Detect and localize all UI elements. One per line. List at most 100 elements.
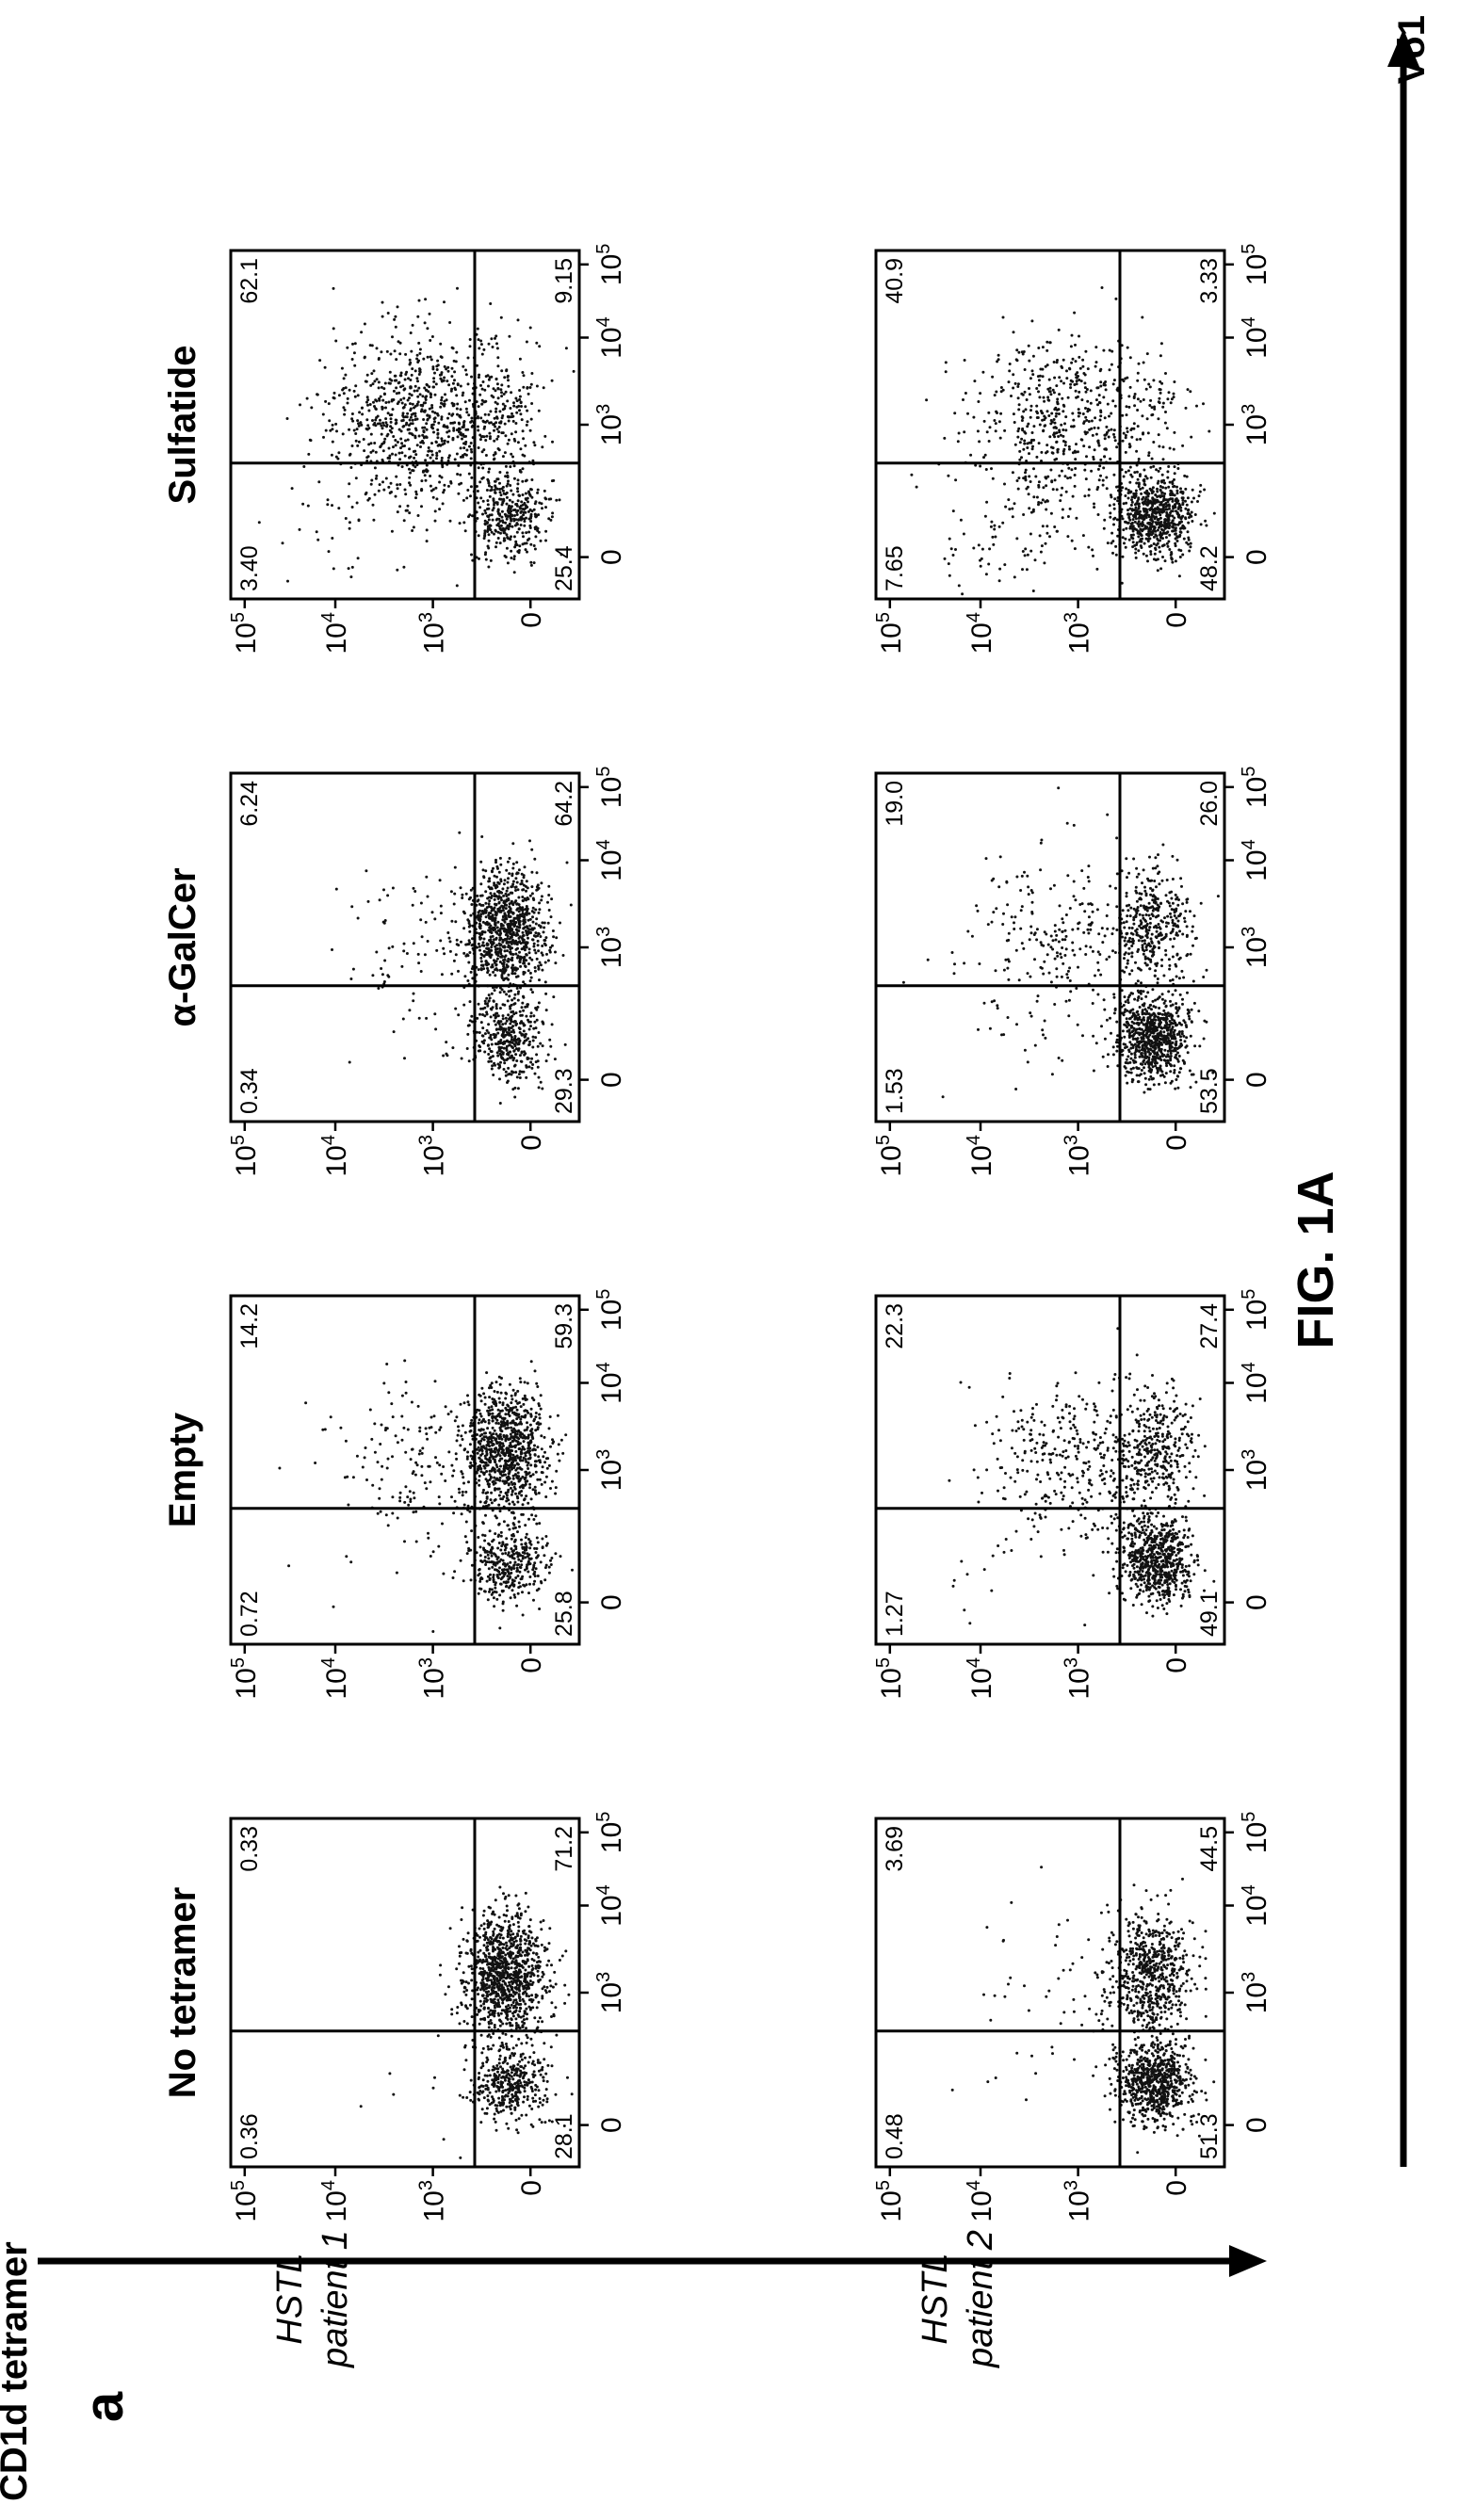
event-dot — [488, 885, 491, 888]
event-dot — [501, 1479, 504, 1482]
event-dot — [532, 2060, 535, 2063]
event-dot — [503, 1047, 506, 1050]
event-dot — [409, 472, 412, 475]
event-dot — [549, 1415, 552, 1418]
event-dot — [490, 935, 493, 938]
event-dot — [517, 1921, 520, 1924]
event-dot — [526, 930, 528, 933]
event-dot — [529, 1413, 532, 1415]
event-dot — [517, 2038, 520, 2041]
event-dot — [532, 1599, 535, 1602]
event-dot — [486, 1979, 489, 1982]
event-dot — [544, 961, 547, 964]
event-dot — [470, 889, 473, 892]
event-dot — [527, 1381, 529, 1384]
event-dot — [410, 331, 413, 334]
event-dot — [534, 1454, 537, 1457]
event-dot — [468, 951, 471, 954]
event-dot — [462, 1482, 465, 1485]
event-dot — [460, 941, 462, 944]
event-dot — [502, 1027, 505, 1030]
event-dot — [380, 1510, 382, 1513]
event-dot — [478, 1936, 481, 1939]
event-dot — [494, 1498, 497, 1501]
event-dot — [445, 1405, 447, 1408]
event-dot — [485, 1492, 488, 1494]
event-dot — [505, 1500, 508, 1503]
event-dot — [529, 988, 532, 991]
event-dot — [529, 2009, 532, 2011]
x-tick-label: 103 — [593, 927, 627, 969]
event-dot — [523, 1440, 526, 1443]
event-dot — [479, 1440, 482, 1443]
event-dot — [546, 2064, 549, 2067]
event-dot — [510, 1433, 512, 1436]
event-dot — [502, 1609, 505, 1612]
event-dot — [527, 897, 529, 900]
event-dot — [504, 2057, 507, 2060]
event-dot — [515, 1605, 518, 1607]
event-dot — [412, 403, 414, 406]
event-dot — [482, 1418, 485, 1421]
event-dot — [476, 517, 478, 520]
event-dot — [541, 1944, 543, 1947]
event-dot — [486, 943, 489, 945]
event-dot — [477, 1993, 479, 1995]
event-dot — [488, 912, 491, 914]
event-dot — [483, 950, 486, 953]
event-dot — [512, 1021, 515, 1024]
event-dot — [530, 1408, 533, 1411]
event-dot — [461, 438, 463, 441]
event-dot — [521, 531, 524, 534]
event-dot — [454, 920, 457, 923]
event-dot — [500, 1577, 503, 1580]
event-dot — [522, 888, 525, 891]
event-dot — [484, 890, 487, 893]
event-dot — [551, 1480, 554, 1483]
event-dot — [527, 1462, 530, 1464]
event-dot — [524, 1552, 527, 1555]
event-dot — [548, 1464, 551, 1467]
event-dot — [518, 1447, 521, 1450]
event-dot — [488, 1422, 491, 1425]
event-dot — [492, 1427, 494, 1430]
event-dot — [443, 484, 446, 487]
event-dot — [391, 398, 394, 401]
event-dot — [501, 1965, 504, 1968]
event-dot — [492, 1419, 494, 1422]
event-dot — [421, 935, 424, 938]
event-dot — [526, 1949, 528, 1952]
event-dot — [398, 1496, 401, 1499]
event-dot — [507, 1491, 510, 1494]
event-dot — [532, 921, 535, 924]
event-dot — [498, 1064, 501, 1067]
event-dot — [521, 418, 524, 421]
event-dot — [529, 1021, 532, 1024]
event-dot — [495, 1441, 498, 1444]
event-dot — [282, 541, 284, 544]
event-dot — [551, 945, 554, 947]
event-dot — [506, 503, 509, 506]
event-dot — [541, 445, 543, 448]
event-dot — [413, 1496, 415, 1499]
event-dot — [360, 2105, 363, 2108]
event-dot — [505, 2094, 508, 2097]
event-dot — [429, 1465, 431, 1468]
event-dot — [530, 977, 533, 979]
event-dot — [464, 2044, 467, 2047]
event-dot — [498, 1460, 501, 1462]
event-dot — [430, 396, 432, 398]
event-dot — [525, 1494, 527, 1497]
event-dot — [486, 499, 489, 502]
event-dot — [479, 1949, 482, 1952]
event-dot — [491, 2095, 494, 2098]
event-dot — [501, 2090, 504, 2092]
event-dot — [504, 423, 507, 426]
event-dot — [480, 1387, 483, 1390]
event-dot — [465, 1952, 468, 1955]
event-dot — [526, 880, 528, 882]
event-dot — [527, 1561, 530, 1564]
event-dot — [485, 558, 488, 561]
patient-label-2: HSTL patient 2 — [916, 2230, 1000, 2368]
event-dot — [497, 2097, 500, 2100]
